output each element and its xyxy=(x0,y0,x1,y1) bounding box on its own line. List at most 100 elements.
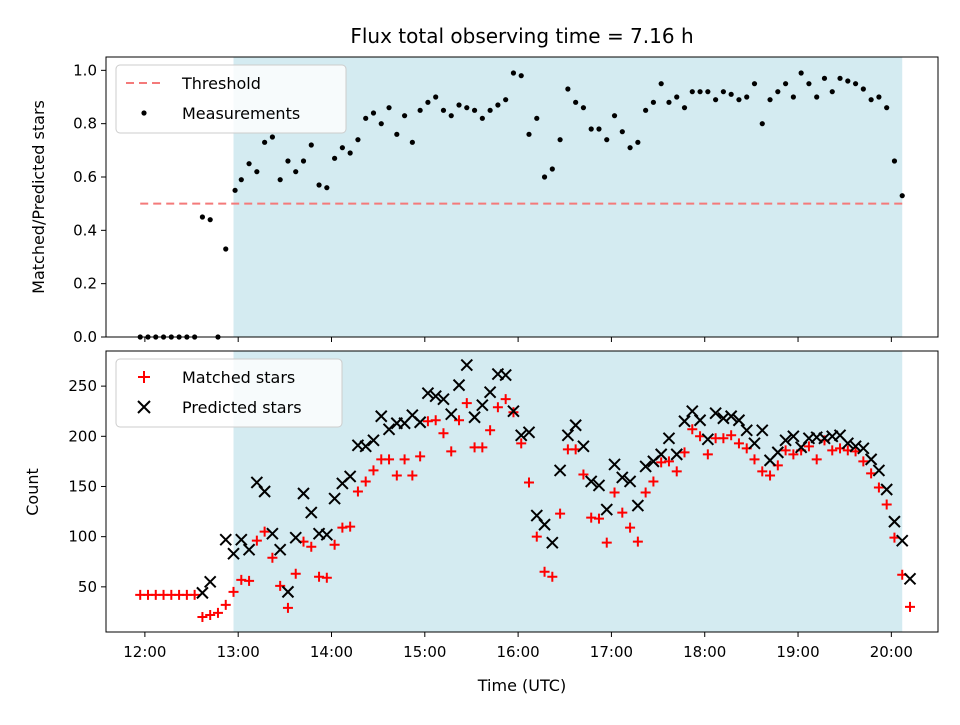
predicted-star-point xyxy=(538,518,551,531)
predicted-star-point xyxy=(468,411,481,424)
matched-star-point xyxy=(570,444,581,455)
measurement-point xyxy=(487,107,493,113)
matched-star-point xyxy=(345,521,356,532)
matched-star-point xyxy=(617,507,628,518)
matched-star-point xyxy=(306,541,317,552)
matched-star-point xyxy=(695,431,706,442)
matched-star-point xyxy=(523,477,534,488)
x-tick-label: 19:00 xyxy=(776,643,819,661)
measurement-point xyxy=(674,94,680,100)
bottom-legend-box xyxy=(115,358,343,428)
predicted-star-point xyxy=(857,442,870,455)
measurement-point xyxy=(363,115,369,121)
measurement-point xyxy=(339,145,345,151)
matched-star-point xyxy=(788,449,799,460)
matched-star-point xyxy=(189,589,200,600)
matched-star-point xyxy=(228,586,239,597)
top-y-axis-label: Matched/Predicted stars xyxy=(29,100,48,294)
matched-star-point xyxy=(329,539,340,550)
measurement-point xyxy=(277,177,283,183)
predicted-star-point xyxy=(266,527,279,540)
predicted-star-point xyxy=(709,407,722,420)
matched-star-point xyxy=(811,454,822,465)
predicted-star-point xyxy=(273,543,287,556)
measurement-point xyxy=(728,91,734,97)
matched-star-point xyxy=(625,522,636,533)
predicted-star-point xyxy=(382,423,396,436)
measurement-point xyxy=(821,75,828,81)
predicted-star-point xyxy=(717,412,730,425)
x-tick-label: 12:00 xyxy=(123,643,166,661)
matched-star-point xyxy=(368,465,379,476)
predicted-star-point xyxy=(670,448,683,461)
measurement-point xyxy=(790,94,796,100)
measurement-point xyxy=(246,161,252,167)
measurement-point xyxy=(417,107,423,113)
measurement-point xyxy=(293,169,299,175)
measurement-point xyxy=(223,246,229,252)
measurement-point xyxy=(573,99,579,105)
matched-star-point xyxy=(446,446,457,457)
measurement-point xyxy=(355,137,361,143)
measurement-point xyxy=(697,89,703,95)
legend-measurements-marker xyxy=(141,110,147,116)
measurement-point xyxy=(409,139,415,145)
predicted-star-point xyxy=(872,464,886,477)
measurement-point xyxy=(604,137,610,143)
matched-star-point xyxy=(671,466,682,477)
matched-star-point xyxy=(679,447,690,458)
x-tick-label: 17:00 xyxy=(590,643,633,661)
predicted-star-point xyxy=(724,410,738,423)
predicted-star-point xyxy=(553,464,567,477)
measurement-point xyxy=(565,86,571,92)
measurement-point xyxy=(285,158,291,164)
legend-predicted-marker xyxy=(137,400,151,414)
measurement-point xyxy=(852,81,859,87)
predicted-star-point xyxy=(864,453,878,466)
predicted-star-point xyxy=(375,410,388,423)
matched-star-point xyxy=(640,487,651,498)
measurement-point xyxy=(814,94,820,100)
top-panel: 0.0 0.2 0.4 0.6 0.8 1.0 Threshold Measurements xyxy=(73,56,939,346)
matched-star-point xyxy=(500,394,511,405)
predicted-star-point xyxy=(771,446,785,459)
predicted-star-point xyxy=(219,533,232,546)
measurement-point xyxy=(456,102,462,108)
matched-star-point xyxy=(321,572,332,583)
matched-star-point xyxy=(267,552,278,563)
measurement-point xyxy=(440,107,447,113)
measurement-point xyxy=(775,89,781,95)
predicted-star-point xyxy=(779,434,792,447)
predicted-star-point xyxy=(437,392,450,406)
x-tick-label: 14:00 xyxy=(310,643,353,661)
predicted-star-point xyxy=(281,585,295,599)
predicted-star-point xyxy=(592,479,606,492)
matched-star-point xyxy=(702,449,713,460)
measurement-point xyxy=(891,158,898,164)
predicted-star-point xyxy=(787,430,800,443)
matched-star-point xyxy=(352,486,363,497)
predicted-star-point xyxy=(639,460,652,473)
predicted-star-point xyxy=(577,440,590,453)
x-tick-label: 13:00 xyxy=(217,643,260,661)
matched-star-point xyxy=(220,599,231,610)
top-y-tick-label: 1.0 xyxy=(73,61,97,79)
matched-star-point xyxy=(687,424,698,435)
measurement-point xyxy=(845,78,851,84)
predicted-star-point xyxy=(756,424,769,437)
measurement-point xyxy=(650,99,657,105)
predicted-star-point xyxy=(662,432,676,445)
measurement-point xyxy=(518,73,524,79)
measurement-point xyxy=(635,139,641,145)
predicted-star-point xyxy=(452,378,466,392)
measurement-point xyxy=(876,94,882,100)
top-legend-box xyxy=(115,64,347,134)
matched-star-point xyxy=(492,402,503,413)
measurement-point xyxy=(370,110,377,116)
x-tick-label: 15:00 xyxy=(403,643,446,661)
matched-star-point xyxy=(485,425,496,436)
predicted-star-point xyxy=(515,429,528,442)
legend-threshold-label: Threshold xyxy=(181,74,261,93)
x-axis-label: Time (UTC) xyxy=(477,676,566,695)
bottom-legend: Matched stars Predicted stars xyxy=(115,358,343,428)
